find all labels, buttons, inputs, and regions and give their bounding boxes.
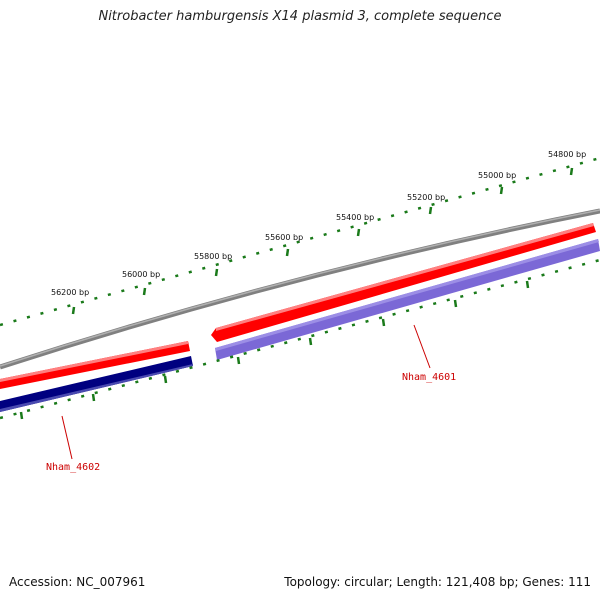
scale-label: 56200 bp: [51, 288, 89, 297]
backbone-line: [0, 208, 600, 370]
scale-label: 55800 bp: [194, 252, 232, 261]
outer-scale-track: 54800 bp 55000 bp 55200 bp 55400 bp 5560…: [0, 150, 600, 327]
map-title: Nitrobacter hamburgensis X14 plasmid 3, …: [98, 9, 502, 24]
inner-minor-ticks: [0, 258, 600, 420]
major-tick: [428, 206, 433, 215]
gene-labels: Nham_4601 Nham_4602: [46, 324, 456, 473]
scale-label: 55400 bp: [336, 213, 374, 222]
major-tick: [214, 268, 219, 277]
gene-label-nham-4602[interactable]: Nham_4602: [46, 462, 100, 473]
gene-label-nham-4601[interactable]: Nham_4601: [402, 372, 456, 383]
gene-arrow-nham-4601-forward-highlight: [216, 223, 594, 331]
major-tick: [71, 306, 76, 315]
gene-arrow-nham-4601-forward[interactable]: [211, 223, 596, 342]
inner-major-tick: [91, 393, 96, 402]
major-tick: [285, 248, 290, 257]
scale-label: 55000 bp: [478, 171, 516, 180]
inner-scale-track: [0, 258, 600, 420]
leader-line-nham-4601: [413, 324, 431, 369]
backbone-highlight: [0, 209, 600, 367]
inner-major-tick: [236, 356, 241, 365]
inner-major-tick: [163, 375, 168, 384]
sequence-summary-text: Topology: circular; Length: 121,408 bp; …: [284, 575, 591, 589]
major-tick: [569, 167, 574, 176]
gene-arrow-nham-4602-shade: [0, 364, 193, 412]
leader-line-nham-4602: [61, 415, 73, 460]
forward-strand-genes: [0, 223, 596, 389]
inner-major-tick: [19, 411, 24, 420]
gene-arrow-nham-4601-highlight: [215, 239, 599, 351]
major-tick: [356, 228, 361, 237]
plasmid-backbone: [0, 208, 600, 370]
inner-major-ticks: [19, 280, 530, 420]
reverse-strand-genes: [0, 239, 600, 412]
inner-major-tick: [525, 280, 530, 289]
scale-label: 56000 bp: [122, 270, 160, 279]
accession-text: Accession: NC_007961: [9, 575, 146, 589]
gene-arrow-forward-left-highlight: [0, 341, 188, 382]
inner-major-tick: [453, 299, 458, 308]
outer-major-ticks: [71, 167, 574, 315]
major-tick: [142, 287, 147, 296]
scale-label: 55200 bp: [407, 193, 445, 202]
scale-label: 55600 bp: [265, 233, 303, 242]
gene-arrow-nham-4601[interactable]: [215, 239, 600, 360]
inner-major-tick: [381, 318, 386, 327]
outer-minor-ticks: [0, 156, 600, 327]
scale-label: 54800 bp: [548, 150, 586, 159]
inner-major-tick: [308, 337, 313, 346]
major-tick: [499, 186, 504, 195]
